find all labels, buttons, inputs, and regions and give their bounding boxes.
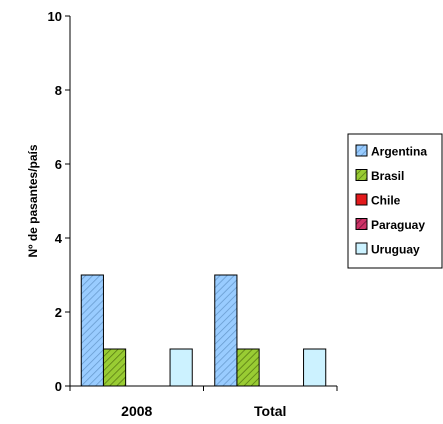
legend-swatch-brasil (355, 169, 368, 181)
legend: Argentina Brasil Chile Paraguay Uruguay (347, 133, 443, 269)
y-axis-label: Nº de pasantes/país (26, 144, 40, 257)
bar-uruguay-2008 (169, 348, 193, 387)
legend-label-paraguay: Paraguay (371, 218, 425, 232)
legend-label-brasil: Brasil (371, 169, 404, 183)
y-tick-label: 10 (48, 9, 62, 24)
y-tick-label: 2 (55, 305, 62, 320)
legend-swatch-argentina (355, 144, 368, 157)
y-tick-label: 0 (55, 379, 62, 394)
y-tick-label: 6 (55, 157, 62, 172)
bar-uruguay-total (303, 348, 327, 387)
y-tick-label: 8 (55, 83, 62, 98)
bar-brasil-total (236, 348, 260, 387)
legend-swatch-paraguay (355, 218, 368, 230)
y-tick-label: 4 (55, 231, 63, 246)
legend-swatch-chile (355, 193, 368, 206)
legend-label-uruguay: Uruguay (371, 243, 420, 257)
legend-swatch-uruguay (355, 242, 368, 255)
plot-area: 0 2 4 6 8 10 2008 Total (48, 9, 338, 419)
bar-argentina-2008 (80, 274, 104, 387)
legend-label-argentina: Argentina (371, 145, 427, 159)
bar-argentina-total (214, 274, 238, 387)
bar-brasil-2008 (102, 348, 127, 387)
x-category-label: Total (254, 403, 286, 419)
x-category-label: 2008 (121, 403, 152, 419)
legend-label-chile: Chile (371, 194, 401, 208)
